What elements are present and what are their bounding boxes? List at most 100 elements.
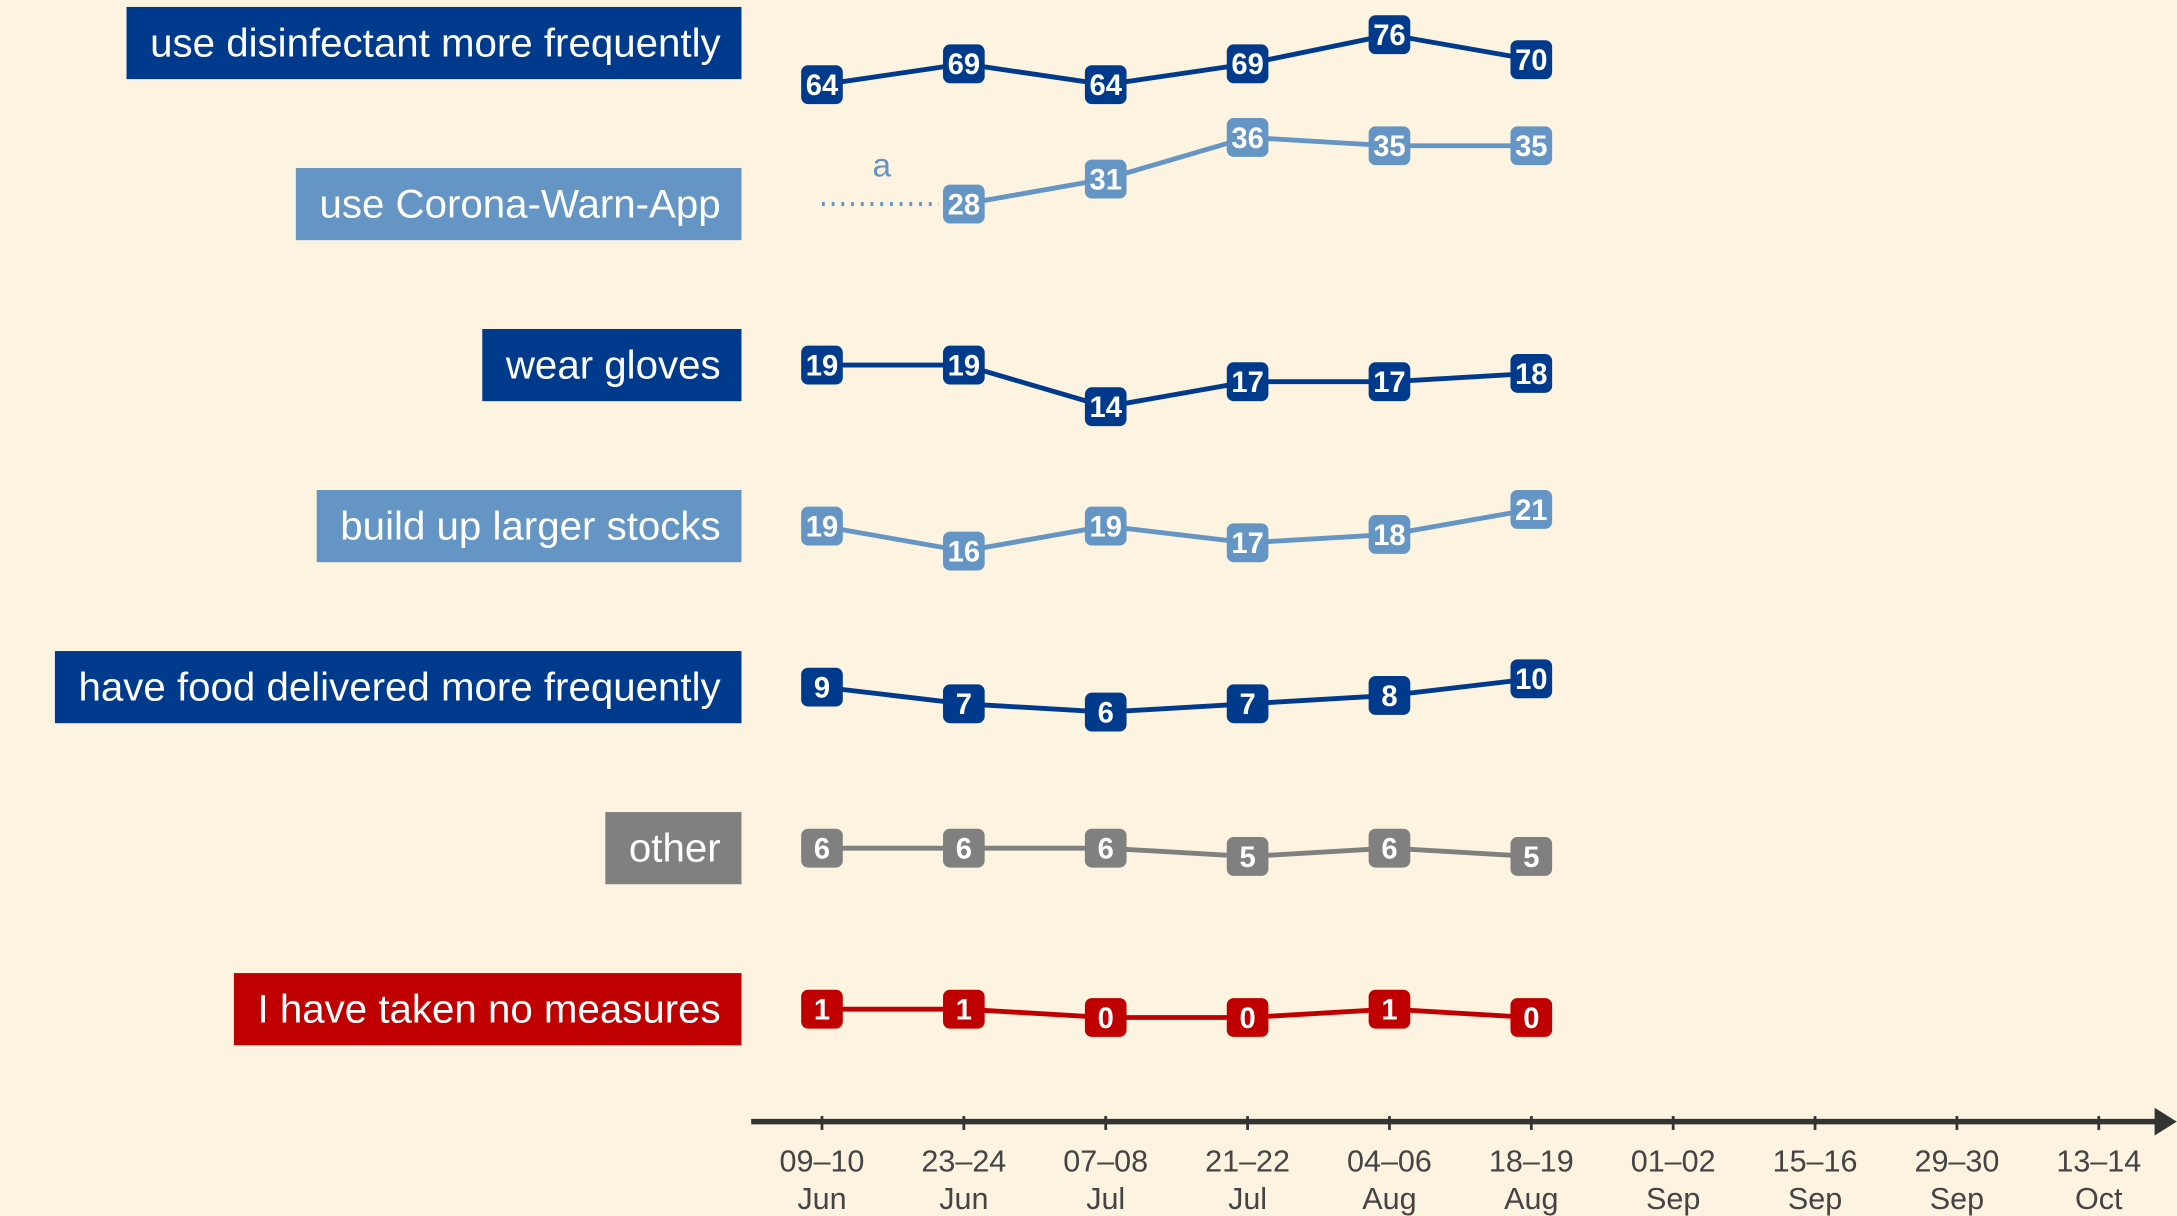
x-tick-label: 07–08 Jul — [1063, 1145, 1148, 1216]
data-label: 6 — [1098, 697, 1114, 729]
marker — [1226, 362, 1269, 402]
data-label: 6 — [1381, 834, 1397, 866]
data-label: 18 — [1515, 359, 1547, 391]
marker — [1510, 353, 1553, 393]
legend-entry: use disinfectant more frequently — [126, 6, 742, 80]
marker — [1226, 837, 1269, 876]
series-line — [821, 32, 1532, 88]
legend-box — [126, 6, 742, 80]
series-line — [821, 507, 1532, 554]
marker — [1510, 998, 1553, 1037]
marker — [1510, 126, 1553, 166]
legend-label: use Corona-Warn-App — [319, 182, 720, 227]
x-tick-label: 09–10 Jun — [780, 1145, 865, 1216]
data-label: 28 — [948, 189, 980, 221]
data-label: 21 — [1515, 495, 1547, 527]
marker — [801, 667, 843, 707]
marker — [1226, 998, 1269, 1037]
data-label: 17 — [1231, 528, 1263, 560]
legend-box — [316, 490, 742, 563]
legend-entry: wear gloves — [482, 328, 742, 402]
marker — [801, 989, 843, 1029]
data-label: 10 — [1515, 664, 1547, 696]
data-label: 8 — [1381, 681, 1397, 713]
data-label: 9 — [814, 673, 830, 705]
legend-label: use disinfectant more frequently — [150, 21, 721, 66]
data-label: 6 — [956, 834, 972, 866]
data-label: 19 — [1090, 511, 1122, 543]
data-label: 19 — [806, 511, 838, 543]
marker — [1368, 514, 1411, 554]
x-tick-label: 13–14 Oct — [2056, 1145, 2141, 1216]
data-label: 35 — [1515, 131, 1547, 163]
legend-entry: I have taken no measures — [233, 973, 742, 1046]
marker — [1368, 15, 1411, 55]
data-label: 0 — [1523, 1003, 1539, 1035]
marker — [943, 989, 985, 1029]
data-label: 5 — [1239, 842, 1255, 874]
legend-box — [233, 973, 742, 1046]
x-tick-label: 04–06 Aug — [1347, 1145, 1432, 1216]
marker — [1368, 828, 1411, 868]
x-tick-label: 23–24 Jun — [921, 1145, 1006, 1216]
data-label: 0 — [1239, 1003, 1255, 1035]
data-label: 0 — [1098, 1003, 1114, 1035]
x-tick-label: 18–19 Aug — [1489, 1145, 1574, 1216]
marker — [801, 506, 843, 546]
marker — [1368, 362, 1411, 402]
data-label: 6 — [1098, 834, 1114, 866]
legend-entry: build up larger stocks — [316, 490, 742, 563]
legend-box — [295, 167, 742, 241]
marker — [943, 684, 985, 724]
series-line — [821, 676, 1532, 715]
legend-label: build up larger stocks — [340, 504, 720, 549]
data-label: 1 — [956, 995, 972, 1027]
marker — [801, 828, 843, 868]
annotation: a — [873, 147, 892, 184]
marker — [1368, 676, 1411, 715]
data-label: 1 — [1381, 995, 1397, 1027]
marker — [801, 345, 843, 385]
marker — [801, 65, 843, 105]
x-tick-label: 29–30 Sep — [1914, 1145, 1999, 1216]
x-axis-arrow — [2154, 1107, 2177, 1136]
data-label: 64 — [806, 70, 839, 102]
data-label: 7 — [1239, 689, 1255, 721]
marker — [1084, 692, 1127, 732]
marker — [1226, 117, 1269, 157]
marker — [1368, 126, 1411, 166]
marker — [1226, 44, 1269, 84]
marker — [1510, 40, 1553, 80]
data-label: 35 — [1373, 131, 1405, 163]
marker — [1084, 506, 1127, 546]
x-tick-label: 01–02 Sep — [1631, 1145, 1716, 1216]
legend-box — [54, 651, 742, 724]
data-label: 16 — [948, 536, 980, 568]
legend-label: I have taken no measures — [257, 987, 720, 1032]
data-label: 7 — [956, 689, 972, 721]
data-label: 31 — [1090, 164, 1122, 196]
series-line — [821, 1006, 1532, 1020]
series-line — [821, 362, 1532, 410]
marker — [1226, 523, 1269, 563]
marker — [1084, 998, 1127, 1037]
data-label: 5 — [1523, 842, 1539, 874]
legend-box — [482, 328, 742, 402]
legend-entry: use Corona-Warn-App — [295, 167, 742, 241]
data-label: 36 — [1231, 123, 1263, 155]
marker — [1510, 659, 1553, 699]
data-label: 14 — [1090, 392, 1123, 424]
data-label: 6 — [814, 834, 830, 866]
data-label: 69 — [948, 49, 980, 81]
marker — [1510, 490, 1553, 529]
marker — [943, 345, 985, 385]
data-label: 70 — [1515, 45, 1547, 77]
data-label: 1 — [814, 995, 830, 1027]
data-label: 17 — [1373, 367, 1405, 399]
series-line — [821, 845, 1532, 859]
marker — [1084, 159, 1127, 199]
marker — [1084, 65, 1127, 105]
data-label: 18 — [1373, 520, 1405, 552]
marker — [1084, 828, 1127, 868]
marker — [1084, 387, 1127, 427]
